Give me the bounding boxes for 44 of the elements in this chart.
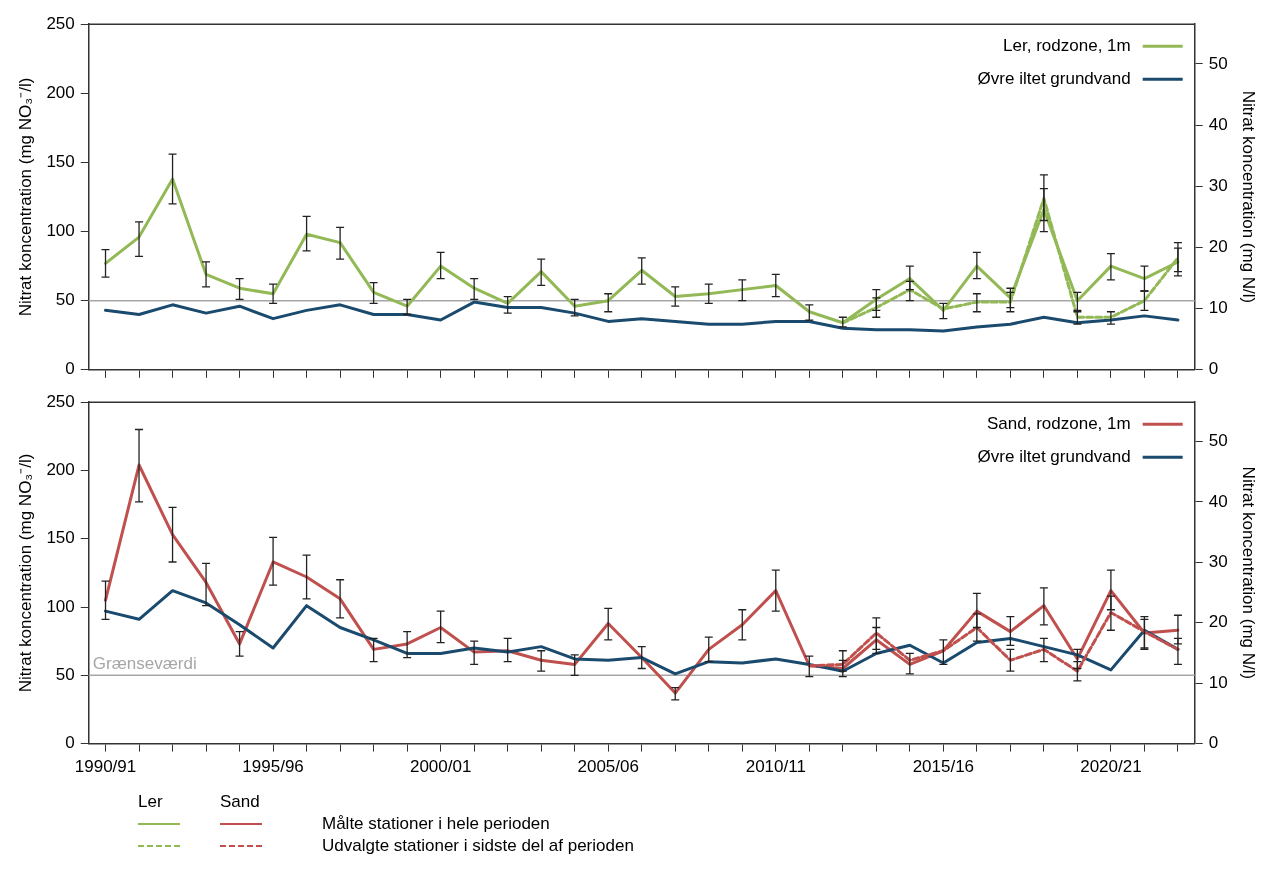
y-tick-label: 100 [46, 221, 75, 241]
y2-tick-label: 0 [1208, 733, 1219, 753]
legend-label: Ler, rodzone, 1m [1003, 35, 1131, 55]
x-tick-label: 2015/16 [912, 757, 975, 777]
ref-line-label: Grænseværdi [92, 653, 197, 673]
y-tick-label: 50 [55, 290, 75, 310]
y2-tick-label: 40 [1208, 114, 1228, 134]
x-tick-label: 2005/06 [577, 757, 639, 777]
text: Udvalgte stationer i sidste del af perioden [321, 836, 635, 856]
y-tick-label: 200 [46, 83, 75, 103]
x-tick-label: 2020/21 [1080, 757, 1142, 777]
y2-tick-label: 40 [1208, 491, 1228, 511]
y2-tick-label: 50 [1208, 431, 1228, 451]
y-tick-label: 150 [46, 528, 75, 548]
y2-tick-label: 0 [1208, 359, 1219, 379]
y2-tick-label: 10 [1208, 672, 1228, 692]
y-tick-label: 0 [65, 359, 75, 379]
text: Ler [137, 792, 164, 812]
y2-tick-label: 30 [1208, 552, 1228, 572]
y2-tick-label: 30 [1208, 175, 1228, 195]
y-tick-label: 200 [46, 460, 75, 480]
y-tick-label: 0 [65, 733, 75, 753]
y2-tick-label: 10 [1208, 298, 1228, 318]
y2-tick-label: 20 [1208, 237, 1228, 257]
legend-label: Sand, rodzone, 1m [987, 413, 1131, 433]
y2-tick-label: 20 [1208, 612, 1228, 632]
legend-label: Øvre iltet grundvand [977, 68, 1131, 88]
x-tick-label: 1995/96 [242, 757, 304, 777]
y-tick-label: 100 [46, 596, 75, 616]
y2-axis-title: Nitrat koncentration (mg N/l) [1239, 466, 1259, 680]
x-tick-label: 2010/11 [745, 757, 806, 777]
y-tick-label: 50 [55, 665, 75, 685]
x-tick-label: 2000/01 [409, 757, 472, 777]
y-tick-label: 250 [46, 13, 75, 33]
text: Sand [219, 792, 261, 812]
y-tick-label: 150 [46, 152, 75, 172]
y-axis-title: Nitrat koncentration (mg NO₃⁻/l) [15, 77, 35, 317]
y-tick-label: 250 [46, 391, 75, 411]
x-tick-label: 1990/91 [74, 757, 137, 777]
y-axis-title: Nitrat koncentration (mg NO₃⁻/l) [15, 453, 35, 693]
y2-axis-title: Nitrat koncentration (mg N/l) [1239, 90, 1259, 304]
legend-label: Øvre iltet grundvand [977, 446, 1131, 466]
text: Målte stationer i hele perioden [321, 814, 551, 834]
y2-tick-label: 50 [1208, 53, 1228, 73]
